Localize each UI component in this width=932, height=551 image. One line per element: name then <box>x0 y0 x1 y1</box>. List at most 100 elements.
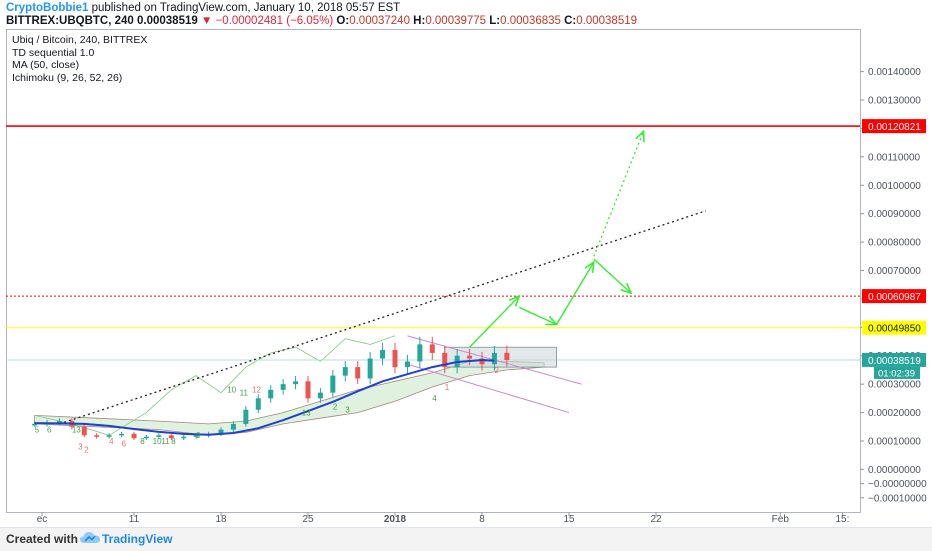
countdown-tag: 01:02:39 <box>878 368 915 379</box>
td-count: 3 <box>345 406 350 415</box>
countdown-bg <box>874 366 920 379</box>
projection-arrow <box>593 131 644 257</box>
candle <box>491 345 497 371</box>
x-tick-label: 11 <box>129 514 140 525</box>
candle-body <box>156 435 162 437</box>
candle <box>168 433 174 441</box>
header: CryptoBobbie1 published on TradingView.c… <box>0 0 932 28</box>
consolidation-box <box>444 346 557 368</box>
candle <box>230 421 236 432</box>
candle-body <box>467 355 473 359</box>
candle-body <box>417 344 423 362</box>
tradingview-brand[interactable]: TradingView <box>102 532 173 546</box>
y-tick-label: 0.00000000 <box>868 465 921 476</box>
candle <box>94 433 100 439</box>
td-count: 5 <box>35 425 40 434</box>
legend-indicator-td[interactable]: TD sequential 1.0 <box>12 46 95 59</box>
candle <box>181 434 187 441</box>
o-value: 0.00037240 <box>349 15 410 27</box>
td-count: 10 <box>227 386 236 395</box>
last-value: 0.00038519 <box>137 15 198 27</box>
y-tick-label: −0.00010000 <box>868 493 927 504</box>
candle-body <box>380 350 386 359</box>
l-value: 0.00036835 <box>500 15 561 27</box>
td-count: 2 <box>84 445 89 454</box>
projection-arrow <box>469 296 520 348</box>
candle-body <box>293 381 299 385</box>
td-count: 3 <box>78 442 83 451</box>
candle-body <box>367 358 373 379</box>
candle-body <box>305 381 311 399</box>
symbol-line: BITTREX:UBQBTC, 240 0.00038519 ▼ −0.0000… <box>6 15 637 27</box>
td-count: 12 <box>252 386 261 395</box>
td-count: 8 <box>140 437 145 446</box>
candle-body <box>442 352 448 368</box>
candle-body <box>168 435 174 439</box>
td-count: 1 <box>445 383 450 392</box>
level-tag-yellow-bg <box>862 320 926 335</box>
chart-legend: Ubiq / Bitcoin, 240, BITTREX TD sequenti… <box>12 34 147 84</box>
projection-arrow <box>593 258 631 293</box>
candle-body <box>504 352 510 360</box>
legend-indicator-ma[interactable]: MA (50, close) <box>12 59 80 71</box>
candle <box>305 376 311 403</box>
last-price-tag: 0.00038519 <box>868 356 921 367</box>
author-link[interactable]: CryptoBobbie1 <box>6 2 89 14</box>
plot-border <box>6 29 861 513</box>
td-count: 2 <box>494 366 499 375</box>
created-with-text: Created with <box>6 532 79 546</box>
candle <box>330 369 336 398</box>
candle-body <box>81 426 87 436</box>
td-count: 2 <box>333 403 338 412</box>
level-tag-high-bg <box>862 119 926 134</box>
legend-title: Ubiq / Bitcoin, 240, BITTREX <box>12 34 148 46</box>
h-label: H: <box>413 15 426 27</box>
candle <box>119 431 125 438</box>
y-tick-label: 0.00080000 <box>868 238 921 249</box>
candle <box>467 348 473 366</box>
candle-body <box>268 389 274 399</box>
chart-area[interactable]: 5 6 13 3 2 4 6 8 10 11 8 9 10 11 12 13 2 3 4 1 2 0.00140000 0.… <box>6 29 927 525</box>
candle <box>404 354 410 374</box>
candle <box>355 360 361 384</box>
candle-body <box>119 433 125 436</box>
candle <box>392 342 398 374</box>
y-tick-label: 0.00070000 <box>868 266 921 277</box>
y-tick-label: 0.00010000 <box>868 436 921 447</box>
td-count: 10 <box>153 437 162 446</box>
triangle-down-icon: ▼ <box>200 15 213 27</box>
candle <box>143 434 149 441</box>
td-count: 11 <box>161 437 170 446</box>
x-tick-label: Feb <box>772 514 790 525</box>
projection-arrow <box>518 306 556 324</box>
candle <box>380 342 386 366</box>
candle-body <box>218 429 224 434</box>
td-count: 9 <box>196 431 201 440</box>
x-tick-label: 18 <box>215 514 227 525</box>
td-count: 13 <box>302 408 311 417</box>
l-label: L: <box>489 15 501 27</box>
candle <box>131 431 137 441</box>
candle-body <box>243 409 249 424</box>
candle <box>243 406 249 427</box>
c-label: C: <box>564 15 577 27</box>
y-tick-label: 0.00100000 <box>868 181 921 192</box>
x-tick-label: 22 <box>650 514 662 525</box>
x-tick-label: 8 <box>479 514 485 525</box>
td-count: 4 <box>109 437 114 446</box>
candle-body <box>491 352 497 365</box>
y-tick-label: 0.00110000 <box>868 152 921 163</box>
candle <box>442 345 448 374</box>
o-label: O: <box>336 15 350 27</box>
candle-body <box>392 350 398 368</box>
candle <box>268 385 274 403</box>
publish-line: CryptoBobbie1 published on TradingView.c… <box>6 2 400 14</box>
candle-body <box>317 392 323 399</box>
candle-body <box>280 384 286 390</box>
ichimoku-cloud <box>34 360 545 436</box>
candle-body <box>106 435 112 437</box>
change-value: −0.00002481 (−6.05%) <box>215 15 334 27</box>
candle-body <box>181 436 187 439</box>
legend-indicator-ichimoku[interactable]: Ichimoku (9, 26, 52, 26) <box>12 71 123 84</box>
